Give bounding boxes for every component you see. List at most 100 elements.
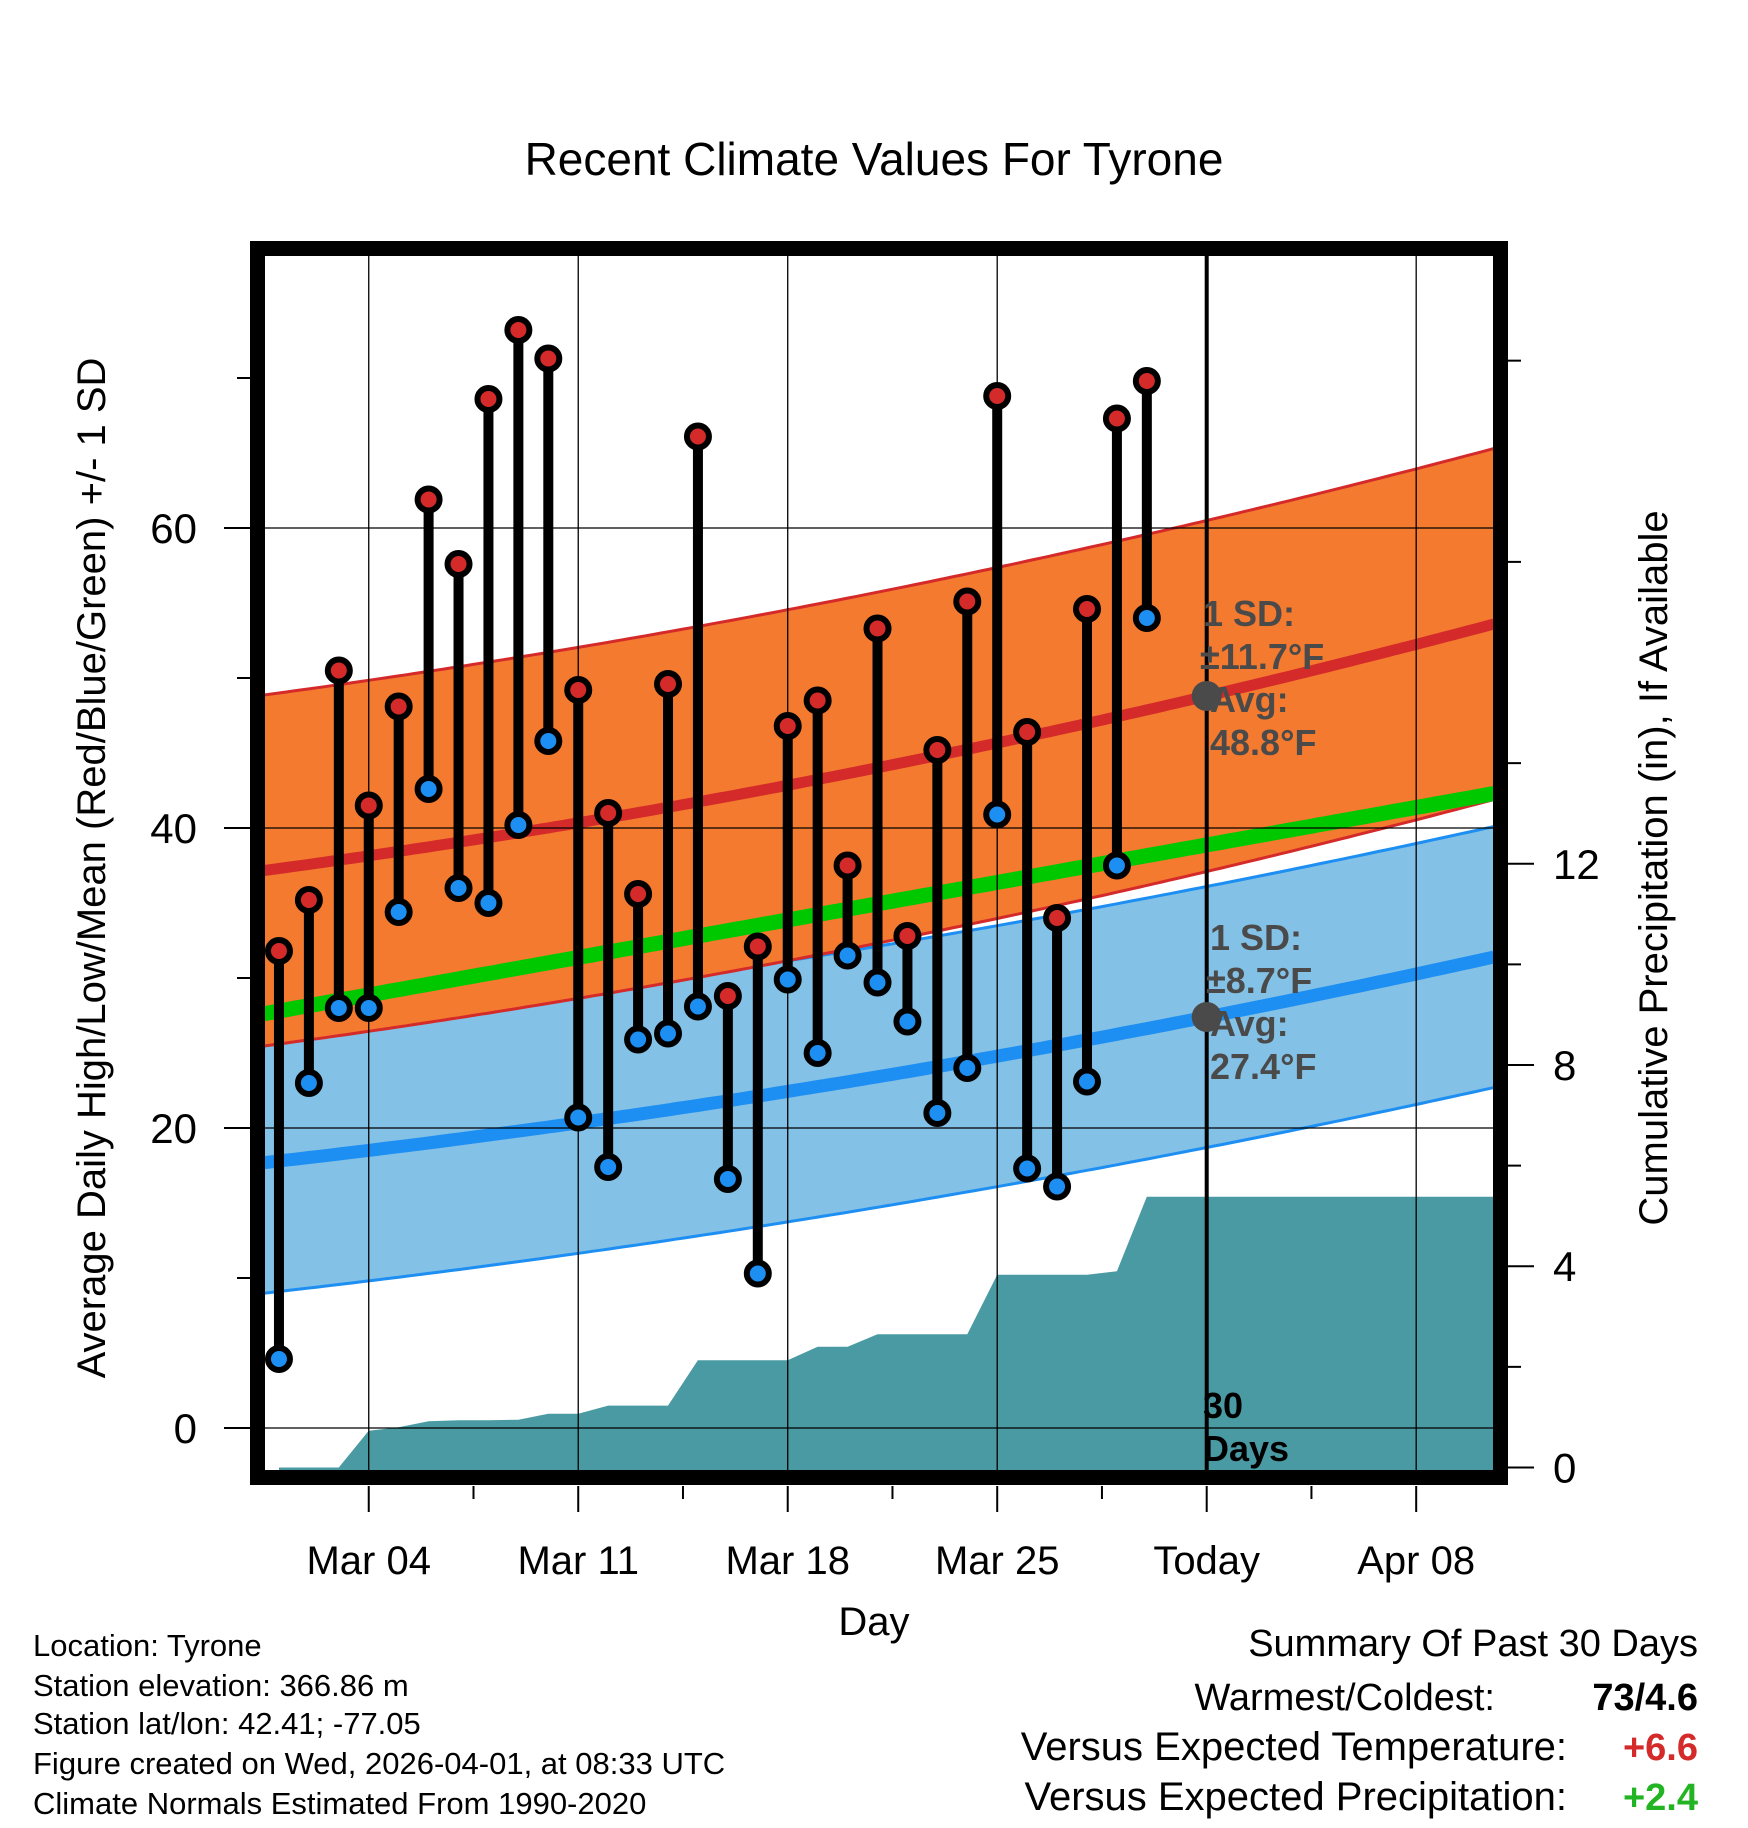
daily-low-point bbox=[564, 1103, 593, 1132]
y-axis-label: Average Daily High/Low/Mean (Red/Blue/Gr… bbox=[70, 358, 114, 1379]
daily-high-point bbox=[414, 485, 443, 514]
daily-high-point bbox=[624, 880, 653, 908]
normal-low-sd-band bbox=[264, 826, 1494, 1294]
footer-location: Location: Tyrone bbox=[33, 1628, 262, 1663]
daily-high-point bbox=[444, 550, 473, 578]
daily-low-point bbox=[474, 889, 503, 917]
daily-high-point bbox=[1043, 904, 1072, 932]
y-tick-label: 40 bbox=[150, 805, 197, 852]
daily-low-point bbox=[773, 965, 802, 994]
daily-low-point bbox=[1132, 604, 1161, 632]
daily-high-point bbox=[594, 799, 623, 827]
daily-high-point bbox=[264, 937, 293, 965]
low-avg-value: 27.4°F bbox=[1210, 1046, 1316, 1087]
summary-temp-value: +6.6 bbox=[1623, 1727, 1698, 1769]
plot-frame bbox=[250, 241, 1508, 1485]
y-tick-label: 20 bbox=[150, 1105, 197, 1152]
x-tick-label: Today bbox=[1153, 1539, 1260, 1583]
today-days-label: Days bbox=[1203, 1428, 1289, 1469]
footer-elevation: Station elevation: 366.86 m bbox=[33, 1668, 409, 1703]
daily-low-point bbox=[504, 811, 533, 839]
summary-title: Summary Of Past 30 Days bbox=[1248, 1623, 1698, 1665]
daily-low-point bbox=[893, 1007, 922, 1036]
normal-low-annotation: 1 SD: ±8.7°F Avg: 27.4°F bbox=[1206, 917, 1316, 1087]
daily-high-point bbox=[953, 587, 982, 616]
daily-high-point bbox=[863, 614, 892, 643]
daily-high-point bbox=[833, 851, 862, 880]
footer-created: Figure created on Wed, 2026-04-01, at 08… bbox=[33, 1746, 725, 1781]
daily-high-point bbox=[294, 886, 323, 914]
daily-low-point bbox=[624, 1025, 653, 1054]
daily-high-point bbox=[923, 736, 952, 764]
y-tick-label: 60 bbox=[150, 505, 197, 552]
daily-high-point bbox=[1102, 404, 1131, 433]
daily-low-point bbox=[384, 898, 413, 926]
daily-high-point bbox=[1132, 367, 1161, 395]
daily-high-point bbox=[983, 382, 1012, 410]
low-sd-label: 1 SD: bbox=[1210, 917, 1302, 958]
daily-low-point bbox=[953, 1054, 982, 1082]
summary-warm-cold-value: 73/4.6 bbox=[1592, 1677, 1698, 1719]
daily-low-point bbox=[354, 994, 383, 1022]
high-sd-value: ±11.7°F bbox=[1200, 636, 1324, 677]
normal-high-line bbox=[264, 618, 1494, 876]
x-axis-label: Day bbox=[838, 1600, 909, 1644]
daily-low-point bbox=[294, 1069, 323, 1097]
daily-low-point bbox=[444, 874, 473, 902]
normal-high-upper-edge bbox=[264, 447, 1494, 697]
y2-tick-label: 12 bbox=[1553, 841, 1600, 888]
daily-low-point bbox=[1043, 1172, 1072, 1201]
summary-temp-label: Versus Expected Temperature: bbox=[1021, 1725, 1567, 1769]
x-tick-label: Mar 04 bbox=[306, 1539, 431, 1583]
y2-tick-label: 8 bbox=[1553, 1042, 1576, 1089]
daily-high-point bbox=[683, 422, 712, 451]
summary-precip-label: Versus Expected Precipitation: bbox=[1024, 1775, 1567, 1819]
today-normal-low-marker bbox=[1191, 1002, 1222, 1032]
daily-low-point bbox=[923, 1099, 952, 1127]
normal-high-lower-edge bbox=[264, 798, 1494, 1048]
daily-low-point bbox=[264, 1345, 293, 1373]
daily-high-point bbox=[564, 676, 593, 704]
high-avg-value: 48.8°F bbox=[1210, 722, 1316, 763]
station-info: Location: Tyrone Station elevation: 366.… bbox=[33, 1628, 725, 1821]
normal-mean-line bbox=[264, 786, 1494, 1022]
daily-low-point bbox=[1013, 1154, 1042, 1183]
daily-high-point bbox=[773, 712, 802, 740]
normal-high-annotation: 1 SD: ±11.7°F Avg: 48.8°F bbox=[1200, 593, 1324, 763]
daily-low-point bbox=[683, 992, 712, 1021]
high-sd-label: 1 SD: bbox=[1203, 593, 1295, 634]
daily-high-point bbox=[1072, 595, 1101, 623]
x-tick-label: Apr 08 bbox=[1357, 1539, 1475, 1583]
daily-high-point bbox=[384, 692, 413, 721]
daily-high-point bbox=[534, 344, 563, 373]
daily-low-point bbox=[1072, 1067, 1101, 1096]
footer-normals: Climate Normals Estimated From 1990-2020 bbox=[33, 1786, 646, 1821]
x-tick-label: Mar 25 bbox=[935, 1539, 1060, 1583]
daily-high-point bbox=[803, 686, 832, 715]
daily-low-point bbox=[534, 727, 563, 755]
daily-low-point bbox=[863, 968, 892, 997]
daily-low-point bbox=[983, 800, 1012, 829]
daily-high-point bbox=[713, 982, 742, 1010]
daily-high-point bbox=[324, 656, 353, 685]
daily-high-point bbox=[504, 316, 533, 344]
high-avg-label: Avg: bbox=[1210, 679, 1289, 720]
daily-low-point bbox=[803, 1039, 832, 1067]
daily-low-point bbox=[414, 775, 443, 803]
today-days-number: 30 bbox=[1203, 1385, 1243, 1426]
chart-title: Recent Climate Values For Tyrone bbox=[525, 133, 1224, 185]
summary-precip-value: +2.4 bbox=[1623, 1777, 1698, 1819]
x-tick-label: Mar 11 bbox=[517, 1539, 639, 1583]
today-normal-high-marker bbox=[1191, 681, 1222, 711]
daily-low-point bbox=[654, 1019, 683, 1048]
y2-tick-label: 0 bbox=[1553, 1444, 1576, 1491]
daily-low-point bbox=[1102, 851, 1131, 880]
summary-panel: Summary Of Past 30 Days Warmest/Coldest:… bbox=[1021, 1623, 1698, 1819]
daily-high-point bbox=[474, 385, 503, 413]
daily-low-point bbox=[713, 1165, 742, 1193]
daily-low-point bbox=[743, 1259, 772, 1288]
cumulative-precipitation-area bbox=[279, 1196, 1494, 1470]
y-tick-label: 0 bbox=[174, 1405, 197, 1452]
summary-warm-cold-label: Warmest/Coldest: bbox=[1194, 1677, 1495, 1719]
